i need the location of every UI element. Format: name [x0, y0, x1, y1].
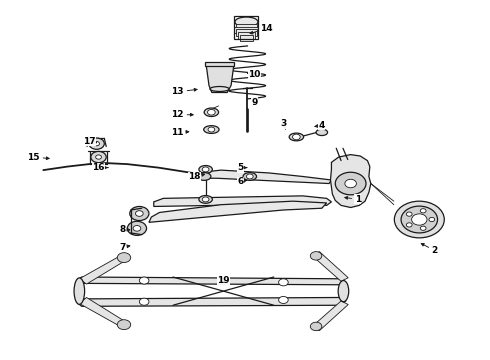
Circle shape — [89, 138, 104, 149]
Polygon shape — [207, 170, 331, 184]
Bar — [236, 30, 257, 36]
Ellipse shape — [338, 280, 349, 302]
Circle shape — [310, 322, 322, 330]
Text: 19: 19 — [217, 276, 230, 285]
Circle shape — [117, 320, 131, 330]
Bar — [234, 16, 258, 39]
Circle shape — [420, 226, 426, 230]
Text: 3: 3 — [280, 119, 287, 129]
Circle shape — [412, 214, 427, 225]
Ellipse shape — [210, 86, 229, 91]
Text: 15: 15 — [27, 153, 49, 162]
Text: 7: 7 — [120, 243, 130, 252]
Circle shape — [429, 217, 435, 222]
Circle shape — [293, 134, 300, 140]
Ellipse shape — [199, 166, 212, 173]
Text: 8: 8 — [120, 225, 130, 234]
Circle shape — [91, 152, 106, 163]
Circle shape — [202, 167, 209, 172]
Circle shape — [208, 109, 215, 115]
Circle shape — [279, 296, 288, 303]
Bar — [238, 32, 255, 39]
Bar — [205, 62, 234, 66]
Ellipse shape — [243, 172, 257, 180]
Text: 10: 10 — [247, 70, 261, 79]
Ellipse shape — [235, 17, 258, 27]
Text: 13: 13 — [172, 87, 197, 96]
Circle shape — [406, 223, 412, 227]
Polygon shape — [206, 64, 234, 93]
Text: 18: 18 — [188, 172, 205, 181]
Polygon shape — [154, 196, 331, 207]
Polygon shape — [312, 252, 348, 281]
Circle shape — [133, 225, 141, 231]
Circle shape — [310, 252, 322, 260]
Circle shape — [139, 277, 149, 284]
Circle shape — [96, 155, 101, 159]
Circle shape — [208, 127, 215, 132]
Ellipse shape — [289, 133, 304, 141]
Circle shape — [420, 209, 426, 213]
Text: 17: 17 — [83, 137, 97, 146]
Text: 2: 2 — [421, 243, 438, 255]
Polygon shape — [79, 256, 127, 284]
Circle shape — [94, 141, 99, 146]
Text: 9: 9 — [251, 98, 258, 107]
Text: 4: 4 — [315, 121, 325, 130]
Ellipse shape — [204, 108, 219, 117]
Bar — [234, 27, 258, 33]
Circle shape — [279, 279, 288, 286]
Circle shape — [394, 201, 444, 238]
Polygon shape — [77, 277, 346, 285]
Text: 14: 14 — [250, 24, 273, 34]
Ellipse shape — [74, 278, 85, 304]
Circle shape — [127, 221, 147, 235]
Circle shape — [406, 212, 412, 216]
Circle shape — [202, 197, 209, 202]
Circle shape — [401, 206, 438, 233]
Circle shape — [139, 298, 149, 305]
Circle shape — [130, 207, 149, 221]
Ellipse shape — [199, 195, 212, 203]
Circle shape — [136, 211, 143, 216]
Text: 6: 6 — [237, 177, 246, 186]
Circle shape — [117, 253, 131, 262]
Circle shape — [335, 172, 366, 195]
Bar — [236, 24, 257, 30]
Text: 12: 12 — [172, 110, 193, 119]
Circle shape — [345, 179, 356, 188]
Ellipse shape — [197, 172, 211, 180]
Bar — [240, 35, 253, 41]
Polygon shape — [149, 201, 327, 222]
Circle shape — [246, 174, 253, 179]
Polygon shape — [330, 154, 371, 207]
Text: 11: 11 — [172, 128, 189, 137]
Text: 16: 16 — [92, 163, 108, 172]
Polygon shape — [312, 301, 348, 330]
Text: 1: 1 — [345, 195, 361, 204]
Text: 5: 5 — [237, 163, 247, 172]
Ellipse shape — [316, 129, 328, 136]
Ellipse shape — [204, 126, 219, 134]
Polygon shape — [77, 297, 346, 306]
Polygon shape — [79, 297, 127, 327]
